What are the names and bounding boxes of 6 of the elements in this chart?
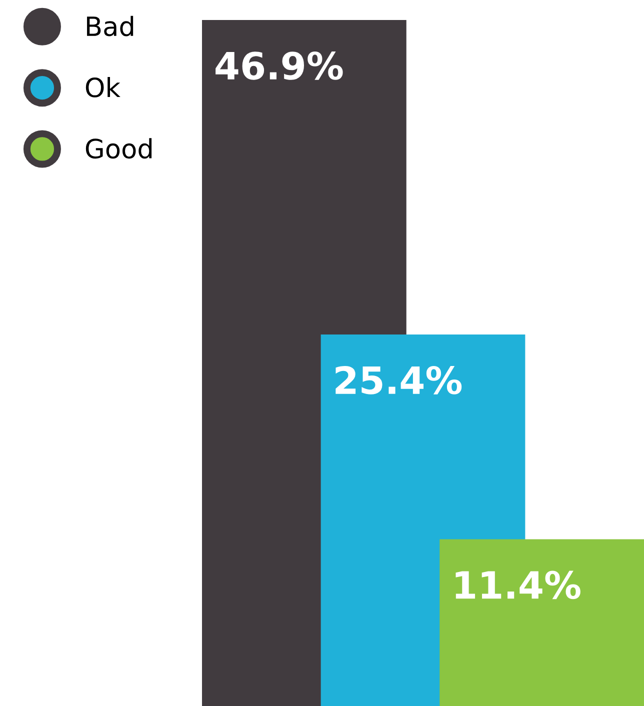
- data-label: 25.4%: [336, 366, 462, 394]
- data-label: 46.9%: [216, 52, 343, 80]
- legend-label: Bad: [87, 16, 134, 36]
- legend-label: Good: [86, 138, 152, 159]
- data-label: 11.4%: [456, 570, 580, 600]
- legend-label: Ok: [86, 77, 120, 98]
